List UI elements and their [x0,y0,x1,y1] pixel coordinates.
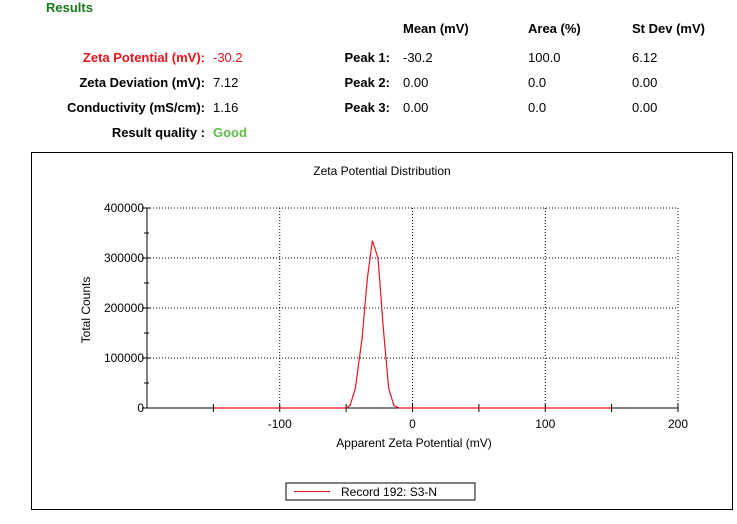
zeta-potential-chart: Zeta Potential Distribution 0 100000 20000… [31,152,733,510]
zeta-deviation-value: 7.12 [213,75,239,90]
chart-legend: Record 192: S3-N [285,482,476,501]
peak-1-mean: -30.2 [403,50,433,65]
peak-3-stdev: 0.00 [632,100,658,115]
x-axis-label: Apparent Zeta Potential (mV) [336,436,491,450]
peak-1-label: Peak 1: [344,50,390,65]
stdev-header: St Dev (mV) [632,21,705,36]
zeta-potential-value: -30.2 [213,50,243,65]
result-quality-value: Good [213,125,247,140]
mean-header: Mean (mV) [403,21,469,36]
zeta-deviation-label: Zeta Deviation (mV): [79,75,205,90]
legend-entry: Record 192: S3-N [341,485,437,499]
chart-ticks: 0 100000 200000 300000 400000 -100 0 100 200 [104,201,688,431]
results-title: Results [46,0,93,15]
y-tick-label: 300000 [104,251,144,265]
peak-3-label: Peak 3: [344,100,390,115]
y-axis-label: Total Counts [79,277,93,344]
conductivity-label: Conductivity (mS/cm): [67,100,205,115]
peak-2-mean: 0.00 [403,75,429,90]
chart-series [213,240,612,409]
peak-3-area: 0.0 [528,100,547,115]
series-line [213,240,612,409]
peak-1-area: 100.0 [528,50,561,65]
legend-box [285,482,476,501]
chart-title: Zeta Potential Distribution [313,164,450,178]
y-tick-label: 100000 [104,351,144,365]
chart-grid [147,207,679,408]
x-tick-label: 0 [409,417,416,431]
y-tick-label: 400000 [104,201,144,215]
peak-2-stdev: 0.00 [632,75,658,90]
x-tick-label: 200 [668,417,688,431]
chart-svg: Zeta Potential Distribution 010000020000… [79,164,688,501]
x-tick-label: 100 [535,417,555,431]
peak-2-label: Peak 2: [344,75,390,90]
peak-3-mean: 0.00 [403,100,429,115]
x-tick-label: -100 [268,417,292,431]
peak-1-stdev: 6.12 [632,50,658,65]
y-tick-label: 200000 [104,301,144,315]
conductivity-value: 1.16 [213,100,239,115]
y-tick-label: 0 [137,401,144,415]
result-quality-label: Result quality : [111,125,205,140]
zeta-potential-label: Zeta Potential (mV): [82,50,205,65]
peak-2-area: 0.0 [528,75,547,90]
area-header: Area (%) [528,21,581,36]
